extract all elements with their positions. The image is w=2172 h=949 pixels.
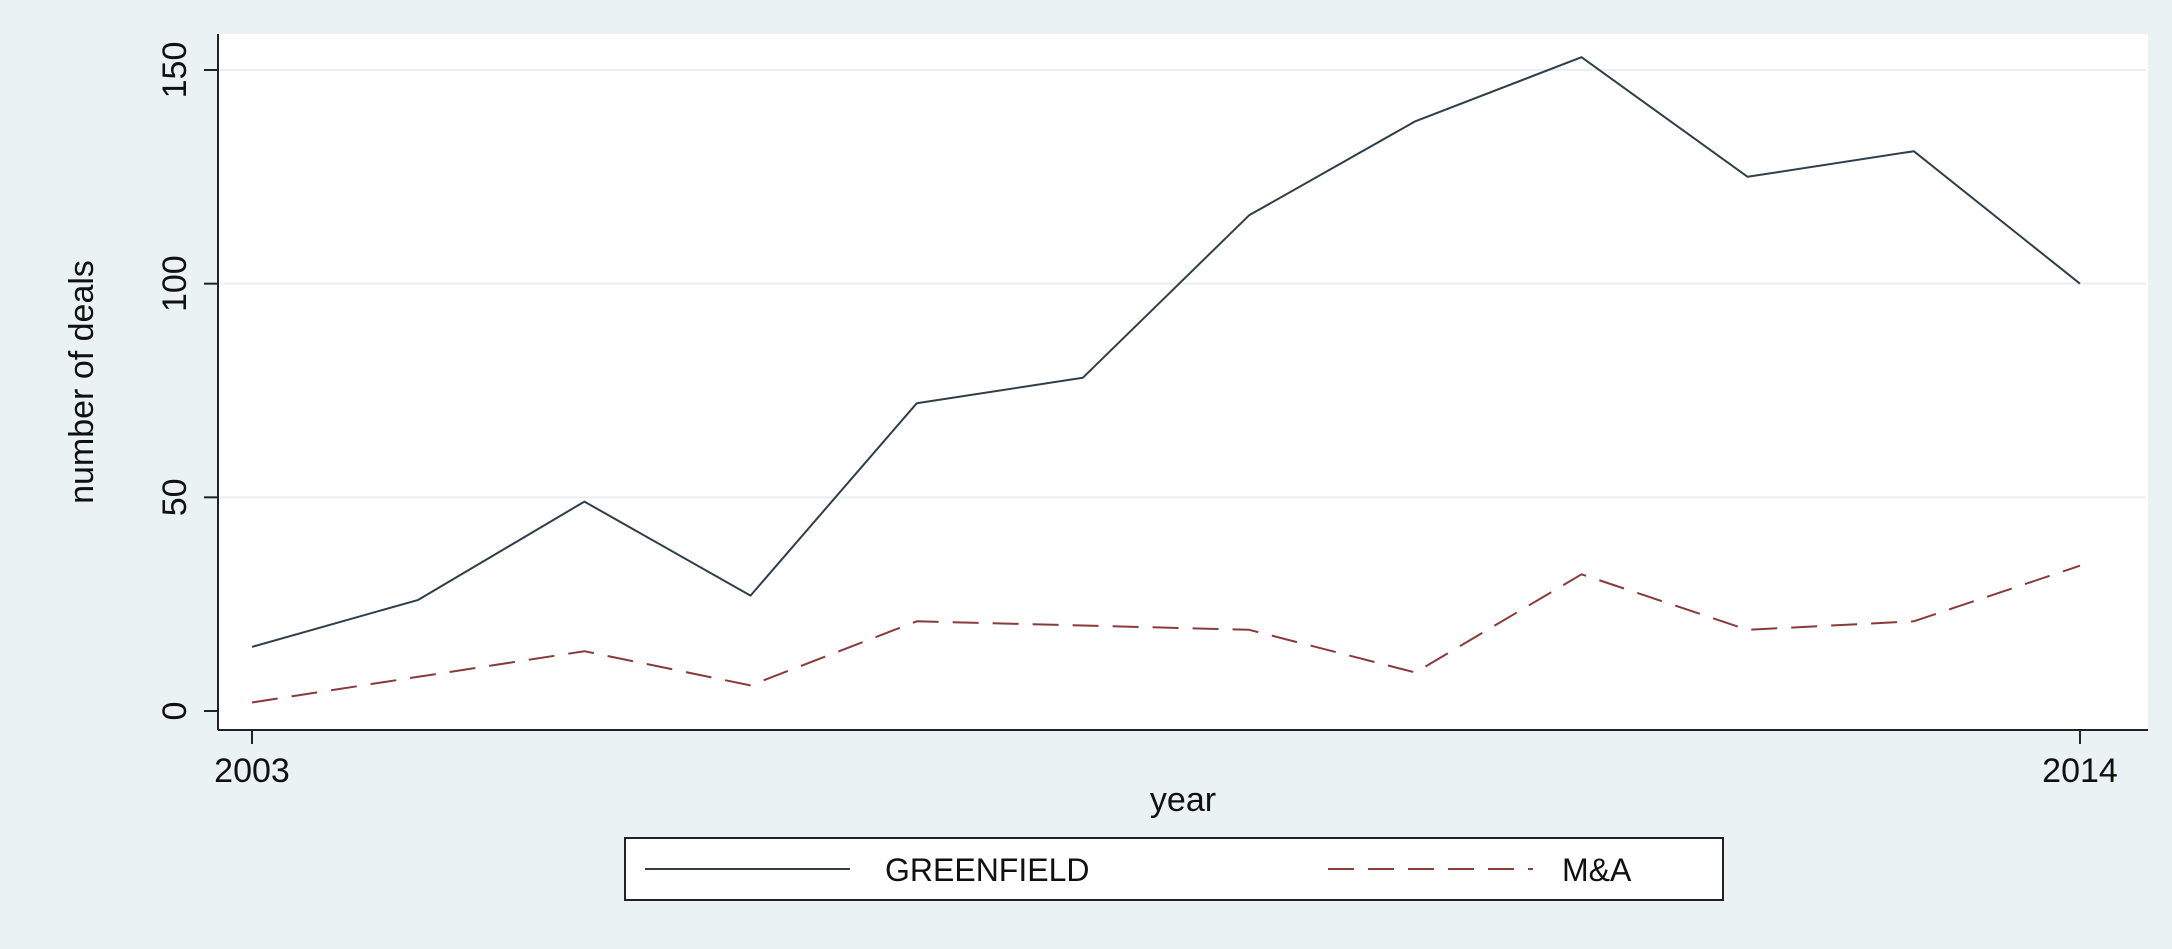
legend-label-m-and-a: M&A: [1562, 852, 1632, 888]
x-tick-label-2014: 2014: [2042, 752, 2118, 790]
x-tick-label-2003: 2003: [214, 752, 290, 790]
ticks: 0 50 100 150 2003 2014: [156, 42, 2118, 790]
y-tick-label-100: 100: [156, 255, 194, 312]
axes: [217, 34, 2148, 731]
series-lines: [251, 56, 2081, 704]
series-line-m-and-a: [251, 564, 2081, 704]
y-tick-label-150: 150: [156, 42, 194, 99]
legend-label-greenfield: GREENFIELD: [885, 852, 1089, 888]
legend: GREENFIELD M&A: [624, 837, 1724, 901]
y-axis-label: number of deals: [63, 260, 101, 504]
plot-area: [218, 34, 2148, 730]
series-line-greenfield: [251, 56, 2081, 648]
x-axis-label: year: [1150, 781, 1216, 819]
y-tick-label-0: 0: [156, 702, 194, 721]
y-tick-label-50: 50: [156, 478, 194, 516]
gridlines: [220, 69, 2146, 499]
